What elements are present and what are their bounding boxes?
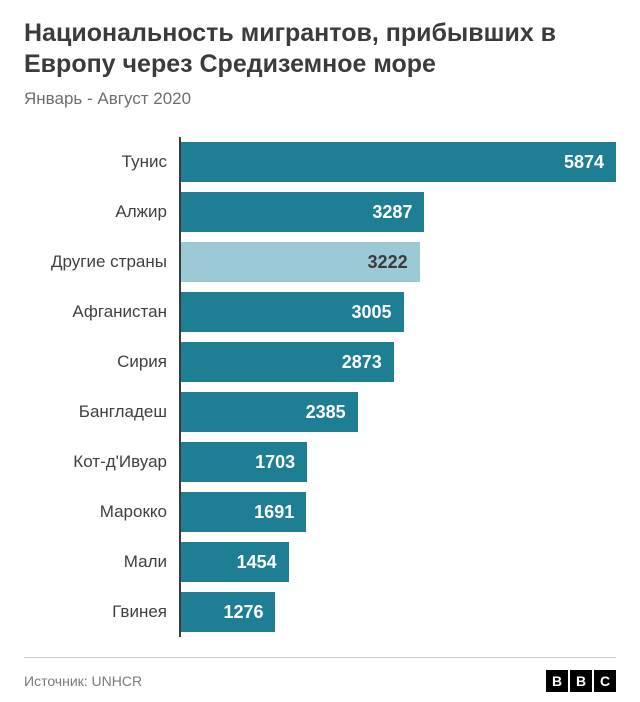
bbc-logo: BBC [546,670,616,692]
bar: 3287 [181,192,424,232]
bar-row: Тунис5874 [24,137,616,187]
bar-track: 3222 [179,237,616,287]
source-label: Источник: UNHCR [24,673,142,689]
bar: 1691 [181,492,306,532]
bar-track: 2385 [179,387,616,437]
category-label: Алжир [24,202,179,222]
category-label: Гвинея [24,602,179,622]
bar-row: Другие страны3222 [24,237,616,287]
bar-row: Кот-д'Ивуар1703 [24,437,616,487]
bar-row: Афганистан3005 [24,287,616,337]
category-label: Мали [24,552,179,572]
bar-track: 3287 [179,187,616,237]
category-label: Тунис [24,152,179,172]
bar-track: 1691 [179,487,616,537]
bar-row: Алжир3287 [24,187,616,237]
bar-track: 3005 [179,287,616,337]
category-label: Сирия [24,352,179,372]
bar: 5874 [181,142,616,182]
bar-track: 1454 [179,537,616,587]
bar-track: 1703 [179,437,616,487]
category-label: Марокко [24,502,179,522]
bar-chart: Тунис5874Алжир3287Другие страны3222Афган… [24,137,616,637]
category-label: Бангладеш [24,402,179,422]
bar-row: Бангладеш2385 [24,387,616,437]
bar: 2873 [181,342,394,382]
bar: 1276 [181,592,275,632]
category-label: Другие страны [24,252,179,272]
bar-row: Гвинея1276 [24,587,616,637]
category-label: Кот-д'Ивуар [24,452,179,472]
bar-track: 2873 [179,337,616,387]
chart-footer: Источник: UNHCR BBC [24,670,616,692]
chart-subtitle: Январь - Август 2020 [24,89,616,109]
chart-title: Национальность мигрантов, прибывших в Ев… [24,18,616,79]
bar: 3222 [181,242,420,282]
footer-divider [24,657,616,658]
logo-letter: B [570,670,592,692]
bar-row: Мали1454 [24,537,616,587]
bar: 3005 [181,292,404,332]
bar: 2385 [181,392,358,432]
logo-letter: C [594,670,616,692]
bar-row: Сирия2873 [24,337,616,387]
logo-letter: B [546,670,568,692]
bar-track: 5874 [179,137,616,187]
bar-track: 1276 [179,587,616,637]
category-label: Афганистан [24,302,179,322]
bar: 1703 [181,442,307,482]
bar-row: Марокко1691 [24,487,616,537]
bar: 1454 [181,542,289,582]
